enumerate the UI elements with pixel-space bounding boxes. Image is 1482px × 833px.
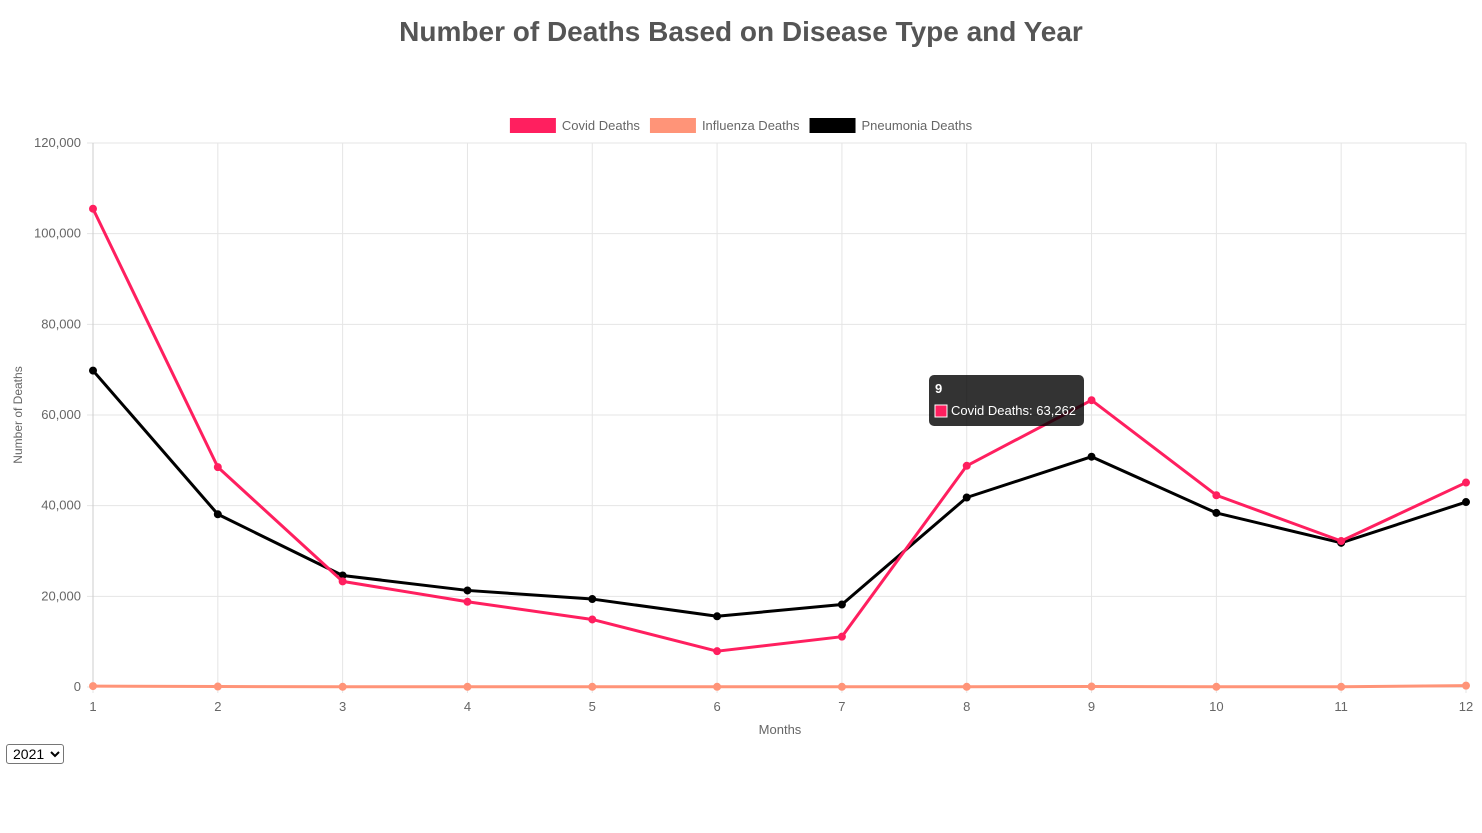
legend-swatch bbox=[509, 118, 556, 133]
pneumonia-deaths-point[interactable] bbox=[837, 600, 846, 609]
y-tick-label: 120,000 bbox=[34, 135, 81, 150]
pneumonia-deaths-point[interactable] bbox=[713, 612, 722, 621]
influenza-deaths-point[interactable] bbox=[338, 682, 347, 691]
covid-deaths-point[interactable] bbox=[1212, 491, 1221, 500]
year-select[interactable]: 2021 bbox=[6, 744, 64, 764]
pneumonia-deaths-point[interactable] bbox=[89, 366, 97, 375]
covid-deaths-point[interactable] bbox=[338, 577, 347, 586]
covid-deaths-point[interactable] bbox=[837, 632, 846, 641]
x-tick-label: 5 bbox=[589, 699, 596, 714]
legend-swatch bbox=[809, 118, 856, 133]
x-tick-label: 3 bbox=[339, 699, 346, 714]
covid-deaths-point[interactable] bbox=[962, 461, 971, 470]
pneumonia-deaths-point[interactable] bbox=[588, 595, 597, 604]
tooltip-title: 9 bbox=[935, 381, 942, 396]
legend-label: Covid Deaths bbox=[562, 118, 641, 133]
chart-tooltip: 9 Covid Deaths: 63,262 bbox=[929, 375, 1084, 426]
chart-axes: 0 20,000 40,000 60,000 80,000 100,000 120,000 1… bbox=[34, 135, 1473, 714]
pneumonia-deaths-point[interactable] bbox=[962, 493, 971, 502]
covid-deaths-point[interactable] bbox=[588, 615, 597, 624]
covid-deaths-point[interactable] bbox=[1337, 537, 1346, 546]
legend-item-influenza-deaths[interactable]: Influenza Deaths bbox=[649, 118, 800, 133]
influenza-deaths-point[interactable] bbox=[588, 682, 597, 691]
covid-deaths-point[interactable] bbox=[1087, 396, 1096, 405]
line-chart: 0 20,000 40,000 60,000 80,000 100,000 120,000 1… bbox=[11, 118, 1473, 737]
influenza-deaths-point[interactable] bbox=[89, 682, 97, 691]
x-tick-label: 1 bbox=[89, 699, 96, 714]
series-layer bbox=[89, 204, 1470, 691]
x-tick-label: 12 bbox=[1459, 699, 1473, 714]
tooltip-swatch bbox=[934, 404, 948, 418]
x-tick-label: 7 bbox=[838, 699, 845, 714]
legend-label: Influenza Deaths bbox=[702, 118, 800, 133]
x-tick-label: 10 bbox=[1209, 699, 1223, 714]
x-tick-label: 9 bbox=[1088, 699, 1095, 714]
influenza-deaths-point[interactable] bbox=[1212, 682, 1221, 691]
x-tick-label: 11 bbox=[1334, 699, 1348, 714]
influenza-deaths-line bbox=[92, 684, 1467, 689]
legend-item-covid-deaths[interactable]: Covid Deaths bbox=[509, 118, 641, 133]
x-tick-label: 8 bbox=[963, 699, 970, 714]
influenza-deaths-point[interactable] bbox=[1087, 682, 1096, 691]
influenza-deaths-point[interactable] bbox=[463, 682, 472, 691]
pneumonia-deaths-point[interactable] bbox=[213, 510, 222, 519]
covid-deaths-series bbox=[89, 204, 1470, 656]
pneumonia-deaths-line bbox=[91, 369, 1467, 618]
influenza-deaths-series bbox=[89, 681, 1470, 691]
y-tick-label: 20,000 bbox=[41, 588, 81, 603]
pneumonia-deaths-series bbox=[89, 366, 1470, 621]
chart-legend: Covid Deaths Influenza Deaths Pneumonia De… bbox=[509, 118, 973, 133]
legend-swatch bbox=[649, 118, 696, 133]
influenza-deaths-point[interactable] bbox=[1462, 681, 1470, 690]
y-tick-label: 80,000 bbox=[41, 316, 81, 331]
covid-deaths-point[interactable] bbox=[213, 463, 222, 472]
x-tick-label: 2 bbox=[214, 699, 221, 714]
legend-label: Pneumonia Deaths bbox=[862, 118, 973, 133]
covid-deaths-line bbox=[91, 208, 1467, 653]
tooltip-box bbox=[929, 375, 1084, 426]
y-tick-label: 100,000 bbox=[34, 226, 81, 241]
covid-deaths-point[interactable] bbox=[89, 204, 97, 213]
legend-item-pneumonia-deaths[interactable]: Pneumonia Deaths bbox=[809, 118, 973, 133]
covid-deaths-point[interactable] bbox=[1462, 478, 1470, 487]
influenza-deaths-point[interactable] bbox=[713, 682, 722, 691]
pneumonia-deaths-point[interactable] bbox=[1462, 498, 1470, 507]
tooltip-label: Covid Deaths: 63,262 bbox=[951, 403, 1076, 418]
influenza-deaths-point[interactable] bbox=[213, 682, 222, 691]
pneumonia-deaths-point[interactable] bbox=[463, 586, 472, 595]
influenza-deaths-point[interactable] bbox=[962, 682, 971, 691]
pneumonia-deaths-point[interactable] bbox=[1212, 508, 1221, 517]
x-tick-label: 4 bbox=[464, 699, 471, 714]
covid-deaths-point[interactable] bbox=[463, 597, 472, 606]
covid-deaths-point[interactable] bbox=[713, 647, 722, 656]
page-title: Number of Deaths Based on Disease Type a… bbox=[399, 16, 1083, 47]
y-axis-label: Number of Deaths bbox=[11, 366, 25, 463]
x-tick-label: 6 bbox=[713, 699, 720, 714]
x-axis-label: Months bbox=[759, 722, 802, 737]
y-tick-label: 0 bbox=[74, 679, 81, 694]
influenza-deaths-point[interactable] bbox=[1337, 682, 1346, 691]
pneumonia-deaths-point[interactable] bbox=[1087, 452, 1096, 461]
y-tick-label: 60,000 bbox=[41, 407, 81, 422]
influenza-deaths-point[interactable] bbox=[837, 682, 846, 691]
y-tick-label: 40,000 bbox=[41, 498, 81, 513]
